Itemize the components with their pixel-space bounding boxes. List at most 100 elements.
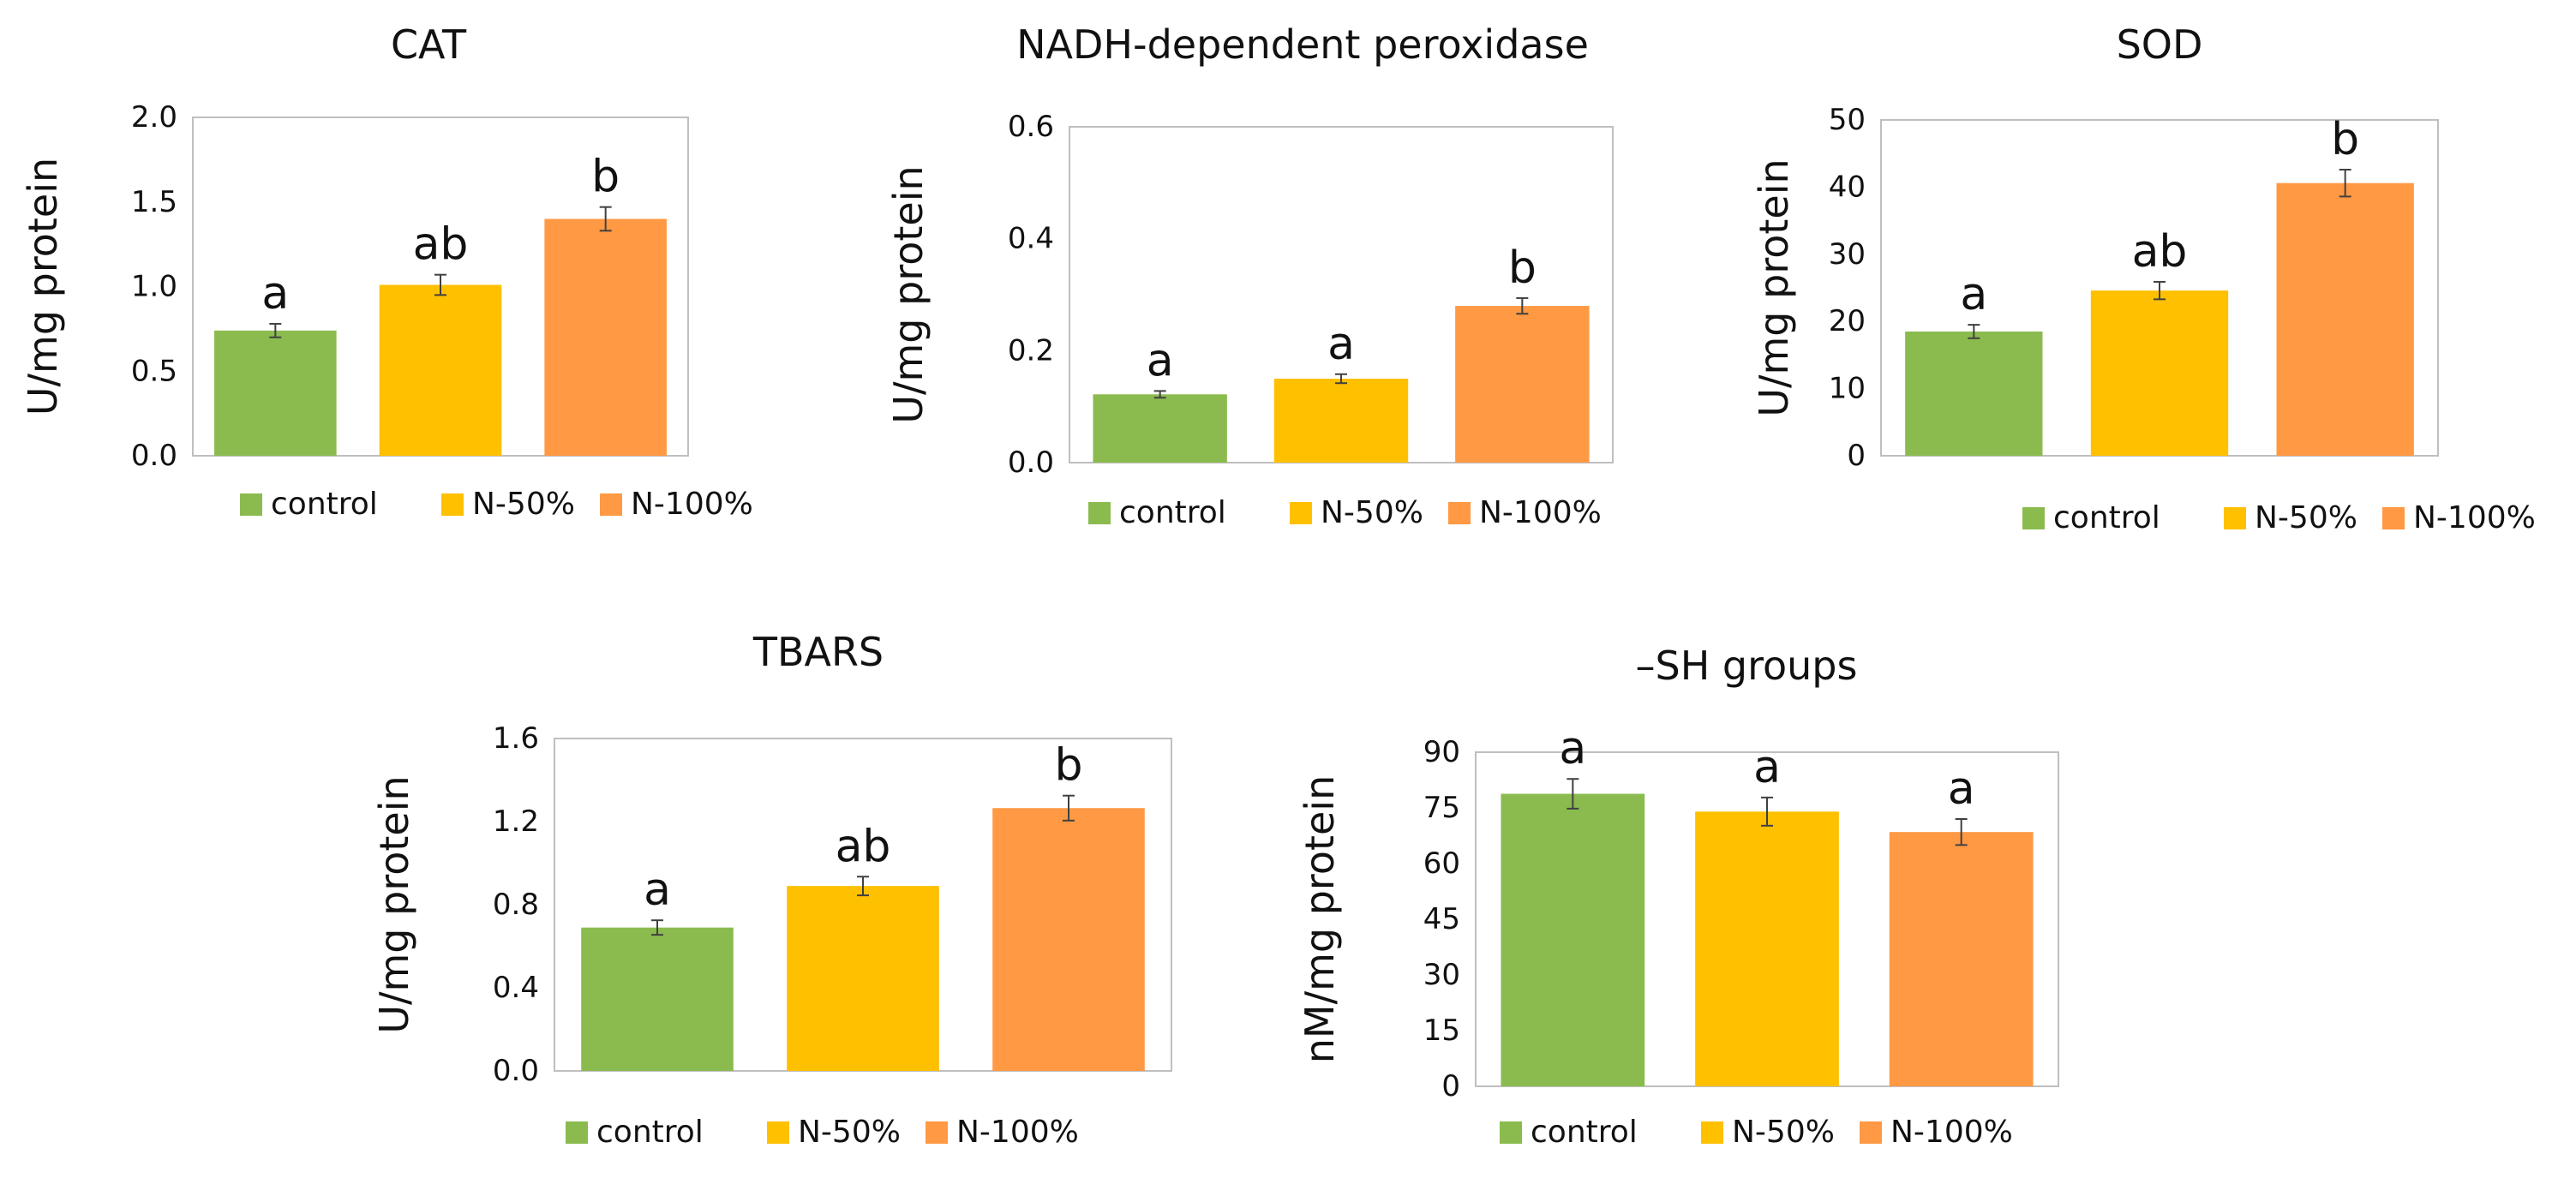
bar-n50: [1695, 811, 1839, 1086]
significance-letter: a: [1753, 742, 1781, 793]
legend-swatch-n50: [2224, 507, 2246, 529]
legend-label: N-50%: [798, 1115, 901, 1150]
error-bar: [1153, 390, 1166, 399]
error-bar: [269, 322, 282, 338]
error-bar: [1761, 796, 1773, 827]
error-bar: [2339, 169, 2351, 198]
legend: control N-50% N-100%: [566, 1115, 1079, 1150]
significance-letter: b: [2331, 114, 2359, 165]
y-tick-label: 15: [1423, 1014, 1460, 1048]
significance-letter: b: [1508, 242, 1537, 294]
legend-swatch-n50: [767, 1121, 789, 1144]
bar-n100: [544, 218, 667, 456]
bar-control: [214, 330, 337, 456]
chart-title: NADH-dependent peroxidase: [1016, 21, 1589, 68]
legend-label: N-100%: [2413, 500, 2536, 535]
legend-swatch-control: [1088, 502, 1111, 524]
y-axis-label: nM/mg protein: [1297, 775, 1343, 1064]
y-tick-label: 1.6: [493, 721, 539, 756]
legend-swatch-control: [1500, 1121, 1522, 1144]
y-tick-label: 2.0: [131, 100, 177, 135]
significance-letter: a: [1147, 335, 1174, 386]
legend: control N-50% N-100%: [240, 487, 753, 522]
legend-label: N-50%: [472, 487, 575, 522]
chart-title: CAT: [391, 21, 467, 68]
y-tick-label: 1.0: [131, 270, 177, 304]
chart-title: SOD: [2117, 21, 2203, 68]
significance-letter: a: [1327, 319, 1355, 370]
legend-swatch-n100: [926, 1121, 948, 1144]
legend-label: control: [1531, 1115, 1638, 1150]
bar-n50: [379, 284, 502, 456]
legend: control N-50% N-100%: [1088, 495, 1602, 530]
legend-label: N-50%: [2255, 500, 2357, 535]
legend-label: N-100%: [1890, 1115, 2013, 1150]
error-bar: [434, 273, 446, 296]
bar-n50: [2090, 290, 2229, 456]
error-bar: [1968, 324, 1980, 339]
legend-label: N-100%: [956, 1115, 1079, 1150]
legend-label: N-50%: [1732, 1115, 1835, 1150]
error-bar: [1335, 373, 1347, 385]
y-tick-label: 1.5: [131, 185, 177, 219]
y-tick-label: 0.0: [1008, 445, 1054, 480]
y-tick-label: 30: [1423, 958, 1460, 992]
legend-swatch-n100: [1448, 502, 1471, 524]
error-bar: [2154, 280, 2166, 301]
bar-n50: [1273, 379, 1409, 463]
y-tick-label: 20: [1829, 304, 1866, 338]
y-tick-label: 90: [1423, 735, 1460, 769]
legend-swatch-n100: [600, 493, 622, 516]
legend-swatch-n50: [1290, 502, 1312, 524]
legend-swatch-control: [240, 493, 262, 516]
y-tick-label: 10: [1829, 372, 1866, 406]
legend-label: N-100%: [631, 487, 753, 522]
significance-letter: a: [644, 864, 671, 916]
legend-label: control: [271, 487, 378, 522]
bar-n50: [787, 886, 939, 1071]
y-tick-label: 0.4: [1008, 222, 1054, 256]
significance-letter: b: [591, 152, 620, 203]
y-tick-label: 0.5: [131, 354, 177, 388]
y-tick-label: 0.4: [493, 971, 539, 1005]
chart-sh: –SH groups nM/mg protein 0 15 30 45 60 75 90 a a a c…: [1297, 643, 2059, 1150]
error-bar: [1955, 818, 1968, 846]
chart-title: –SH groups: [1636, 643, 1858, 689]
y-tick-label: 0.2: [1008, 333, 1054, 368]
bar-control: [1905, 331, 2043, 456]
significance-letter: ab: [413, 219, 469, 271]
error-bar: [1567, 778, 1579, 810]
y-tick-label: 75: [1423, 791, 1460, 825]
error-bar: [857, 876, 869, 897]
error-bar: [599, 206, 612, 232]
bar-n100: [1455, 306, 1590, 463]
legend-swatch-n100: [2382, 507, 2405, 529]
y-tick-label: 0.6: [1008, 110, 1054, 144]
significance-letter: a: [261, 268, 289, 320]
error-bar: [1516, 296, 1529, 315]
chart-cat: CAT U/mg protein 0.0 0.5 1.0 1.5 2.0 a ab b contro…: [20, 21, 753, 522]
significance-letter: ab: [836, 821, 891, 872]
y-axis-label: U/mg protein: [885, 165, 932, 423]
bar-control: [581, 927, 734, 1071]
legend-swatch-n50: [441, 493, 464, 516]
chart-sod: SOD U/mg protein 0 10 20 30 40 50 a ab b control N-5…: [1751, 21, 2536, 535]
significance-letter: a: [1559, 723, 1586, 774]
y-axis-label: U/mg protein: [371, 775, 417, 1033]
bar-n100: [992, 808, 1145, 1071]
legend: control N-50% N-100%: [2022, 500, 2536, 535]
legend-swatch-n50: [1701, 1121, 1723, 1144]
y-axis-label: U/mg protein: [1751, 158, 1797, 416]
y-tick-label: 40: [1829, 170, 1866, 204]
bar-n100: [2276, 182, 2414, 457]
y-axis-label: U/mg protein: [20, 158, 66, 416]
legend-label: N-100%: [1479, 495, 1602, 530]
y-tick-label: 1.2: [493, 804, 539, 839]
bar-control: [1501, 793, 1645, 1086]
bar-n100: [1889, 832, 2034, 1086]
legend-label: control: [596, 1115, 704, 1150]
y-tick-label: 0.0: [131, 439, 177, 473]
significance-letter: a: [1948, 763, 1975, 815]
legend: control N-50% N-100%: [1500, 1115, 2013, 1150]
